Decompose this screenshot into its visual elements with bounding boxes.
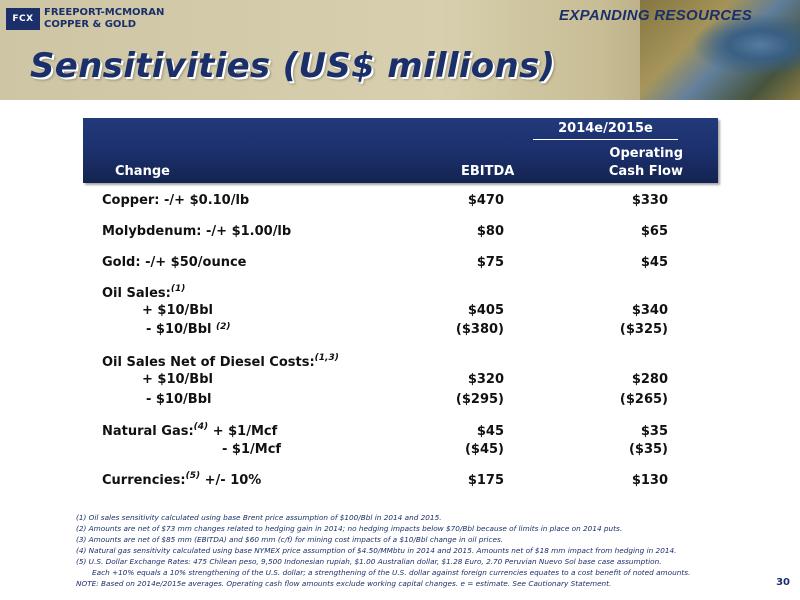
ebitda-value: $45 — [476, 424, 504, 439]
ebitda-value: $75 — [476, 255, 504, 270]
row-label-text: - $10/Bbl — [146, 322, 212, 337]
ocf-value: ($325) — [619, 322, 668, 337]
ocf-value: $340 — [631, 303, 668, 318]
row-label: Oil Sales Net of Diesel Costs:(1,3) — [102, 353, 339, 370]
logo-line-1: FREEPORT-MCMORAN — [44, 7, 165, 18]
ocf-value: $130 — [631, 473, 668, 488]
ocf-value: ($35) — [628, 442, 668, 457]
ocf-value: $330 — [631, 193, 668, 208]
table-row: - $10/Bbl ($295) ($265) — [0, 392, 800, 412]
ebitda-value: $80 — [476, 224, 504, 239]
table-row: Molybdenum: -/+ $1.00/lb $80 $65 — [0, 224, 800, 244]
logo-line-2: COPPER & GOLD — [44, 19, 137, 30]
ebitda-value: $405 — [467, 303, 504, 318]
table-row: Currencies:(5) +/- 10% $175 $130 — [0, 471, 800, 493]
footnotes: (1) Oil sales sensitivity calculated usi… — [76, 512, 776, 589]
footnote-marker: (1,3) — [314, 353, 339, 363]
row-label: Currencies:(5) +/- 10% — [102, 471, 262, 488]
table-row: - $10/Bbl (2) ($380) ($325) — [0, 322, 800, 342]
ebitda-value: $470 — [467, 193, 504, 208]
footnote: (3) Amounts are net of $85 mm (EBITDA) a… — [76, 535, 504, 544]
ebitda-value: ($45) — [464, 442, 504, 457]
footnote-marker: (5) — [185, 471, 201, 481]
table-row: Oil Sales Net of Diesel Costs:(1,3) — [0, 353, 800, 375]
page-title: Sensitivities (US$ millions) — [30, 46, 556, 86]
ocf-value: $35 — [640, 424, 668, 439]
ocf-value: $65 — [640, 224, 668, 239]
footnote-marker: (4) — [193, 422, 209, 432]
column-header-ebitda: EBITDA — [461, 164, 515, 179]
row-label: - $1/Mcf — [222, 442, 282, 457]
header-band: FCX FREEPORT-MCMORAN COPPER & GOLD EXPAN… — [0, 0, 800, 100]
ebitda-value: ($295) — [455, 392, 504, 407]
row-label: Oil Sales:(1) — [102, 284, 186, 301]
row-label-text: Natural Gas: — [102, 424, 194, 439]
ocf-value: $280 — [631, 372, 668, 387]
row-label-text: Currencies: — [102, 473, 186, 488]
logo-text: FREEPORT-MCMORAN COPPER & GOLD — [44, 7, 164, 31]
row-label-text: Oil Sales Net of Diesel Costs: — [102, 355, 315, 370]
row-label: Copper: -/+ $0.10/lb — [102, 193, 250, 208]
row-label: Natural Gas:(4) + $1/Mcf — [102, 422, 278, 439]
footnote-marker: (1) — [170, 284, 186, 294]
row-label: - $10/Bbl — [146, 392, 212, 407]
row-label-rest: + $1/Mcf — [208, 424, 278, 439]
table-row: - $1/Mcf ($45) ($35) — [0, 442, 800, 462]
row-label-rest: +/- 10% — [200, 473, 262, 488]
period-underline — [533, 139, 678, 140]
header-photo-collage — [640, 0, 800, 100]
logo-icon: FCX — [6, 8, 40, 30]
row-label: Molybdenum: -/+ $1.00/lb — [102, 224, 292, 239]
row-label: + $10/Bbl — [142, 303, 213, 318]
column-header-change: Change — [115, 164, 170, 179]
column-header-ocf-line2: Cash Flow — [608, 164, 683, 179]
table-row: Oil Sales:(1) — [0, 284, 800, 306]
table-row: + $10/Bbl $405 $340 — [0, 303, 800, 323]
ocf-value: $45 — [640, 255, 668, 270]
footnote: (5) U.S. Dollar Exchange Rates: 475 Chil… — [76, 557, 662, 566]
table-header: 2014e/2015e Change EBITDA Operating Cash… — [83, 118, 718, 183]
table-row: + $10/Bbl $320 $280 — [0, 372, 800, 392]
period-heading: 2014e/2015e — [558, 121, 653, 136]
page-number: 30 — [776, 577, 790, 588]
footnote: (2) Amounts are net of $73 mm changes re… — [76, 524, 623, 533]
column-header-ocf-line1: Operating — [609, 146, 683, 161]
table-row: Gold: -/+ $50/ounce $75 $45 — [0, 255, 800, 275]
footnote-continuation: Each +10% equals a 10% strengthening of … — [92, 568, 691, 577]
row-label: + $10/Bbl — [142, 372, 213, 387]
row-label-text: Oil Sales: — [102, 286, 171, 301]
ebitda-value: ($380) — [455, 322, 504, 337]
row-label: Gold: -/+ $50/ounce — [102, 255, 247, 270]
ebitda-value: $320 — [467, 372, 504, 387]
table-row: Natural Gas:(4) + $1/Mcf $45 $35 — [0, 422, 800, 444]
footnote-note: NOTE: Based on 2014e/2015e averages. Ope… — [76, 579, 612, 588]
table-row: Copper: -/+ $0.10/lb $470 $330 — [0, 193, 800, 213]
footnote-marker: (2) — [216, 322, 231, 332]
row-label: - $10/Bbl (2) — [146, 322, 231, 337]
ebitda-value: $175 — [467, 473, 504, 488]
tagline: EXPANDING RESOURCES — [559, 7, 752, 24]
company-logo: FCX FREEPORT-MCMORAN COPPER & GOLD — [6, 7, 164, 31]
footnote: (1) Oil sales sensitivity calculated usi… — [76, 513, 442, 522]
footnote: (4) Natural gas sensitivity calculated u… — [76, 546, 677, 555]
ocf-value: ($265) — [619, 392, 668, 407]
